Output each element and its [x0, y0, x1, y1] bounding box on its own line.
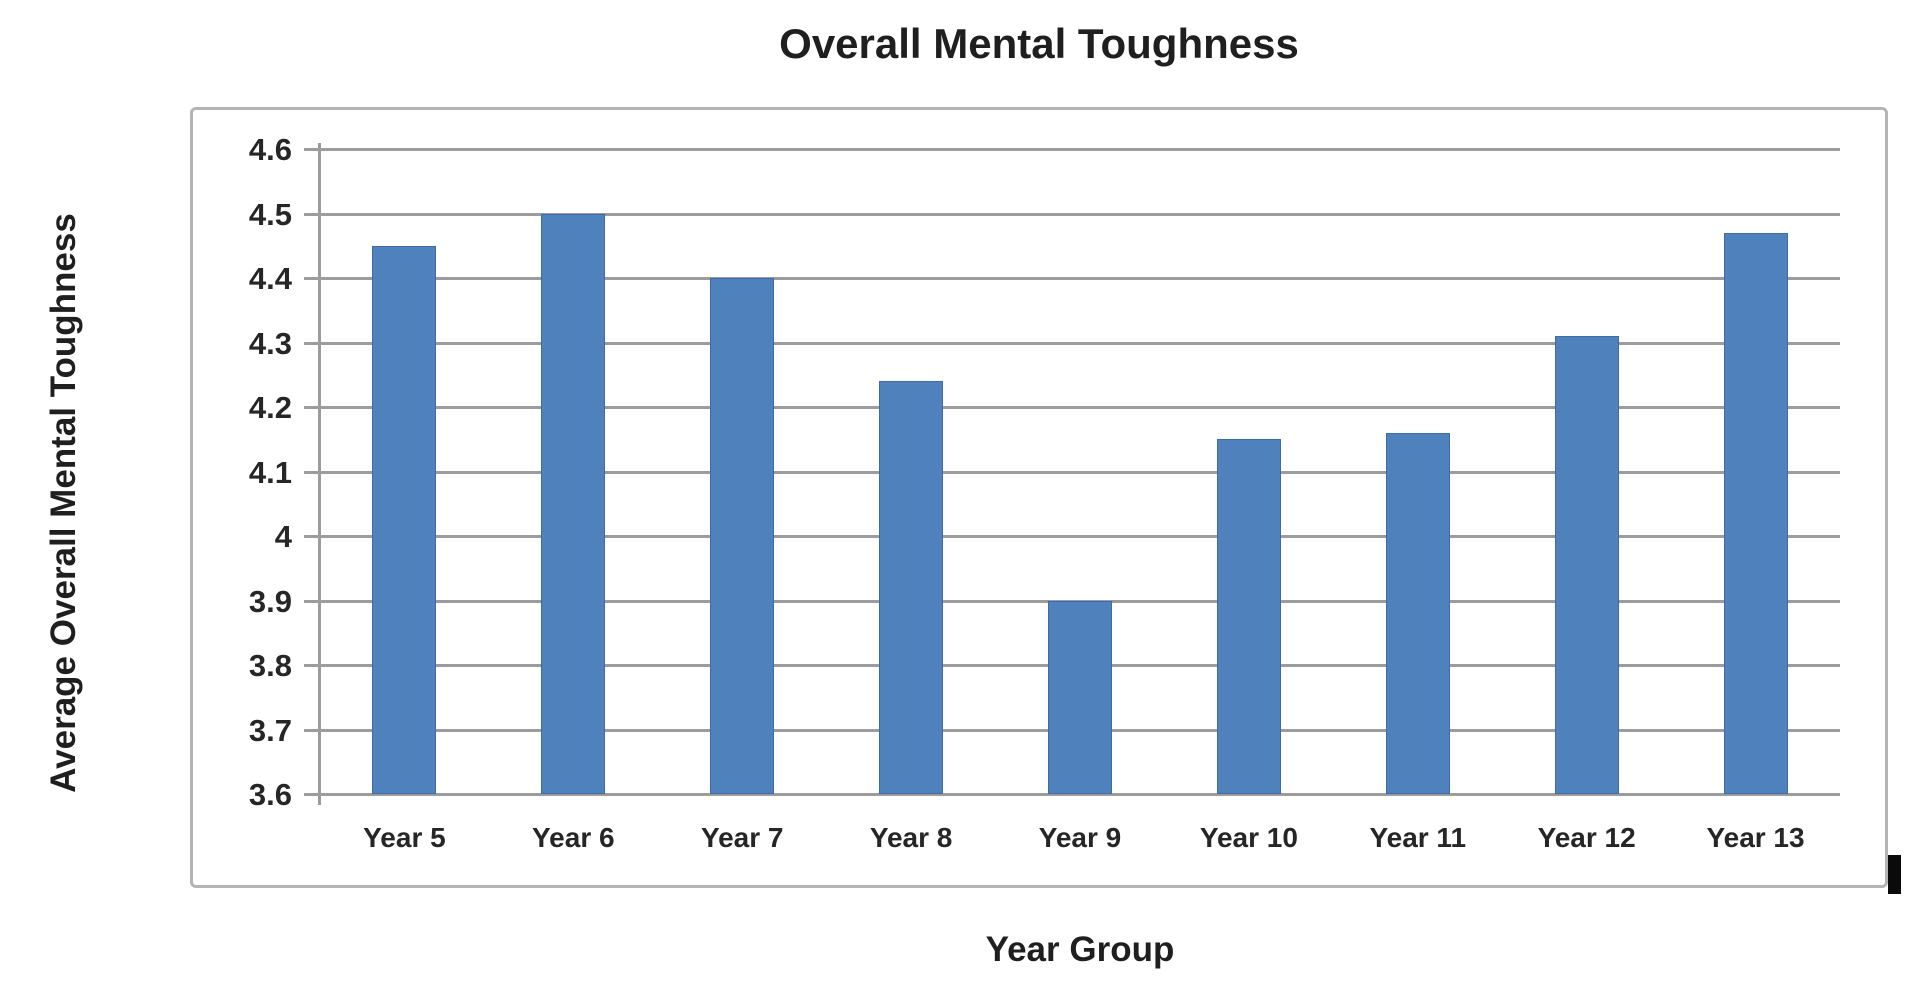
gridline-4.4 — [320, 277, 1840, 280]
gridline-4.2 — [320, 406, 1840, 409]
x-tick-label-year-5: Year 5 — [363, 822, 446, 853]
y-tick-label-4.3: 4.3 — [248, 325, 292, 361]
bar-year-7 — [710, 278, 775, 794]
y-tick-label-4.5: 4.5 — [248, 196, 292, 232]
x-tick-label-year-8: Year 8 — [869, 822, 953, 853]
x-tick-label-year-6: Year 6 — [532, 822, 615, 853]
y-axis-tick-4.3 — [304, 341, 320, 345]
x-tick-label-year-7: Year 7 — [700, 822, 784, 853]
gridline-3.6 — [320, 793, 1840, 796]
bar-year-8 — [879, 381, 944, 794]
y-tick-label-3.6: 3.6 — [248, 777, 292, 812]
y-axis-tick-3.7 — [304, 728, 320, 732]
bar-year-12 — [1554, 336, 1619, 794]
y-axis-tick-3.6 — [304, 793, 320, 796]
y-axis-tick-4 — [304, 535, 320, 538]
x-axis-title: Year Group — [985, 930, 1175, 969]
bar-year-5 — [372, 245, 437, 794]
chart-title: Overall Mental Toughness — [779, 20, 1299, 67]
y-axis-tick-4.6 — [304, 148, 320, 151]
gridline-4 — [320, 535, 1840, 538]
bar-year-10 — [1216, 439, 1281, 794]
y-axis-tick-3.9 — [304, 599, 320, 603]
y-tick-label-3.7: 3.7 — [248, 712, 292, 748]
gridline-4.5 — [320, 212, 1840, 216]
gridline-4.6 — [320, 148, 1840, 151]
x-tick-label-year-10: Year 10 — [1199, 822, 1298, 853]
bar-year-13 — [1723, 232, 1788, 794]
y-tick-label-3.8: 3.8 — [248, 648, 292, 683]
bar-year-6 — [541, 213, 606, 794]
y-tick-label-4.6: 4.6 — [248, 132, 292, 167]
gridline-4.1 — [320, 470, 1840, 474]
x-tick-label-year-11: Year 11 — [1369, 822, 1467, 853]
y-axis-title: Average Overall Mental Toughness — [44, 213, 83, 793]
x-tick-label-year-9: Year 9 — [1038, 822, 1122, 853]
y-axis-line — [318, 143, 321, 805]
y-tick-label-4.2: 4.2 — [248, 390, 292, 425]
y-tick-label-3.9: 3.9 — [248, 583, 292, 619]
x-tick-label-year-13: Year 13 — [1706, 822, 1805, 853]
y-axis-tick-4.5 — [304, 212, 320, 216]
y-axis-tick-4.1 — [304, 470, 320, 474]
y-axis-tick-3.8 — [304, 664, 320, 667]
plot-area — [304, 143, 1840, 805]
x-tick-label-year-12: Year 12 — [1537, 822, 1636, 853]
bar-year-9 — [1048, 600, 1112, 794]
y-axis-tick-4.4 — [304, 277, 320, 280]
text-cursor-artifact — [1888, 855, 1901, 894]
y-tick-label-4.1: 4.1 — [248, 454, 292, 490]
y-axis-tick-4.2 — [304, 406, 320, 409]
bar-year-11 — [1385, 432, 1450, 794]
gridline-4.3 — [320, 341, 1840, 345]
y-tick-label-4.4: 4.4 — [248, 261, 292, 296]
y-tick-label-4: 4 — [274, 519, 292, 554]
